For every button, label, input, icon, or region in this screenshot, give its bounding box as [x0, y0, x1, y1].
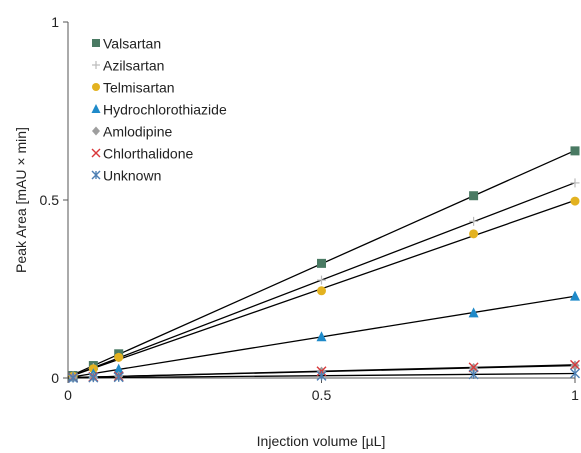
- data-point-azilsartan: [317, 276, 326, 285]
- data-point-valsartan: [317, 259, 326, 268]
- data-point-telmisartan: [469, 229, 478, 238]
- legend-label-azilsartan: Azilsartan: [103, 58, 164, 74]
- data-point-hydrochlorothiazide: [570, 291, 580, 301]
- data-point-telmisartan: [571, 197, 580, 206]
- data-point-telmisartan: [317, 286, 326, 295]
- legend-marker-hydrochlorothiazide: [92, 104, 101, 113]
- legend-marker-chlorthalidone: [92, 149, 100, 157]
- x-tick-label: 1: [571, 387, 579, 403]
- legend-label-amlodipine: Amlodipine: [103, 124, 172, 140]
- legend-marker-unknown: [92, 171, 100, 179]
- y-axis-title: Peak Area [mAU × min]: [13, 127, 29, 273]
- legend-marker-azilsartan: [92, 61, 100, 69]
- legend-label-valsartan: Valsartan: [103, 36, 161, 52]
- x-tick-label: 0.5: [312, 387, 332, 403]
- legend-label-unknown: Unknown: [103, 168, 161, 184]
- axes: [68, 22, 575, 378]
- data-point-telmisartan: [114, 353, 123, 362]
- legend-label-telmisartan: Telmisartan: [103, 80, 175, 96]
- legend-marker-telmisartan: [92, 83, 100, 91]
- y-tick-label: 0: [51, 370, 59, 386]
- legend-marker-valsartan: [92, 39, 100, 47]
- x-axis-title: Injection volume [µL]: [257, 433, 386, 449]
- legend: Valsartan Azilsartan Telmisartan Hydrochlor…: [92, 36, 227, 184]
- legend-label-chlorthalidone: Chlorthalidone: [103, 146, 193, 162]
- data-point-valsartan: [571, 146, 580, 155]
- data-point-azilsartan: [469, 217, 478, 226]
- legend-label-hydrochlorothiazide: Hydrochlorothiazide: [103, 102, 227, 118]
- y-tick-label: 1: [51, 14, 59, 30]
- y-tick-label: 0.5: [40, 192, 60, 208]
- data-point-azilsartan: [571, 178, 580, 187]
- data-point-valsartan: [469, 191, 478, 200]
- x-tick-label: 0: [64, 387, 72, 403]
- legend-marker-amlodipine: [92, 127, 100, 136]
